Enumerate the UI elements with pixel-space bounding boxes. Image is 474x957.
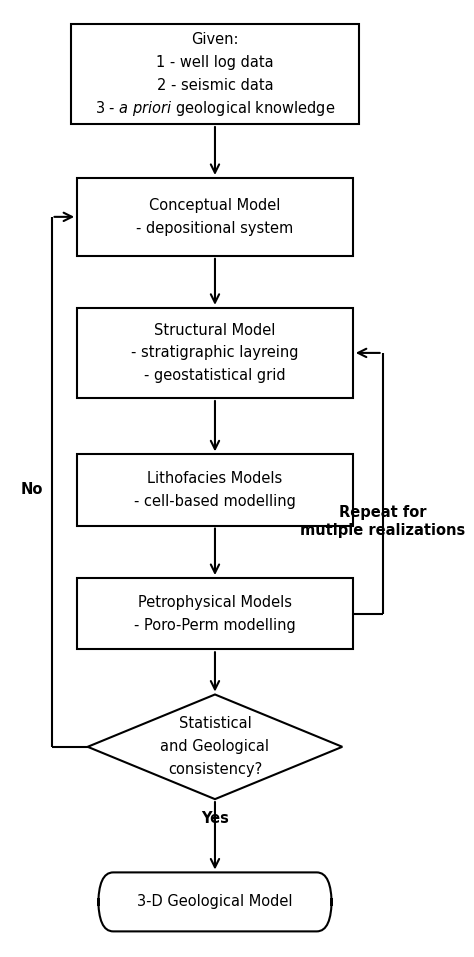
FancyBboxPatch shape [77,178,353,256]
Text: 2 - seismic data: 2 - seismic data [157,78,273,93]
Text: No: No [20,482,43,498]
Text: - geostatistical grid: - geostatistical grid [144,368,286,383]
Text: - depositional system: - depositional system [137,221,293,235]
Text: Conceptual Model: Conceptual Model [149,198,281,213]
Text: 1 - well log data: 1 - well log data [156,56,274,70]
FancyBboxPatch shape [77,455,353,525]
Text: - Poro-Perm modelling: - Poro-Perm modelling [134,617,296,633]
FancyBboxPatch shape [77,578,353,649]
Text: Yes: Yes [201,811,229,826]
Polygon shape [88,695,342,799]
FancyBboxPatch shape [98,873,332,931]
Text: Repeat for
mutiple realizations: Repeat for mutiple realizations [300,505,465,538]
Text: - stratigraphic layreing: - stratigraphic layreing [131,345,299,361]
Text: Petrophysical Models: Petrophysical Models [138,594,292,610]
FancyBboxPatch shape [77,308,353,398]
FancyBboxPatch shape [71,24,359,124]
Text: 3 - $\mathit{a\ priori}$ geological knowledge: 3 - $\mathit{a\ priori}$ geological know… [95,99,335,118]
Text: and Geological: and Geological [161,740,270,754]
Text: Given:: Given: [191,33,239,48]
Text: consistency?: consistency? [168,762,262,777]
Text: Lithofacies Models: Lithofacies Models [147,471,283,486]
Text: Statistical: Statistical [179,717,251,731]
Text: Structural Model: Structural Model [154,323,276,338]
Text: - cell-based modelling: - cell-based modelling [134,494,296,509]
Text: 3-D Geological Model: 3-D Geological Model [137,895,293,909]
